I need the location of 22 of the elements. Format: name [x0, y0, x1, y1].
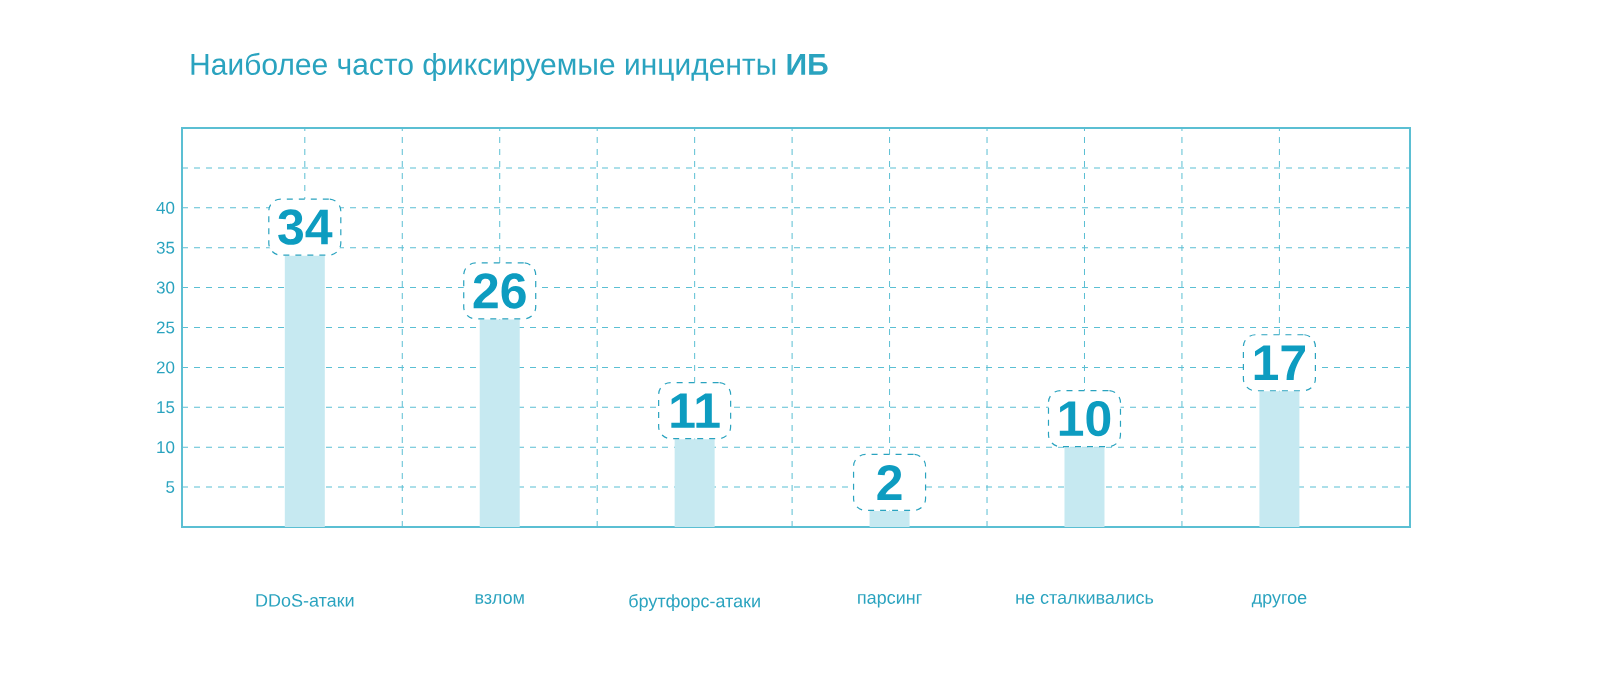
bar [869, 511, 910, 527]
y-tick-label: 20 [156, 361, 175, 374]
x-tick-label: взлом [475, 594, 524, 604]
y-tick-label: 35 [156, 241, 175, 254]
x-tick-label: другое [1251, 594, 1307, 608]
data-label: 17 [1254, 345, 1305, 380]
data-label: 26 [473, 273, 526, 309]
x-tick-label: DDoS-атаки [256, 594, 354, 607]
y-tick-label: 5 [166, 481, 175, 494]
y-tick-label: 10 [157, 441, 175, 454]
y-tick-label: 25 [156, 321, 175, 334]
chart-title: Наиболее часто фиксируемые инциденты ИБ [191, 52, 828, 81]
data-label: 10 [1059, 400, 1111, 437]
y-tick-label: 40 [156, 201, 175, 214]
x-tick-label: брутфорс-атаки [629, 594, 760, 611]
data-label: 11 [671, 393, 720, 428]
x-tick-label: не сталкивались [1016, 594, 1154, 604]
x-tick-label: парсинг [858, 594, 922, 608]
data-label: 34 [278, 209, 333, 245]
y-tick-label: 30 [156, 281, 175, 294]
data-label: 2 [877, 464, 902, 500]
y-tick-label: 15 [157, 401, 175, 414]
